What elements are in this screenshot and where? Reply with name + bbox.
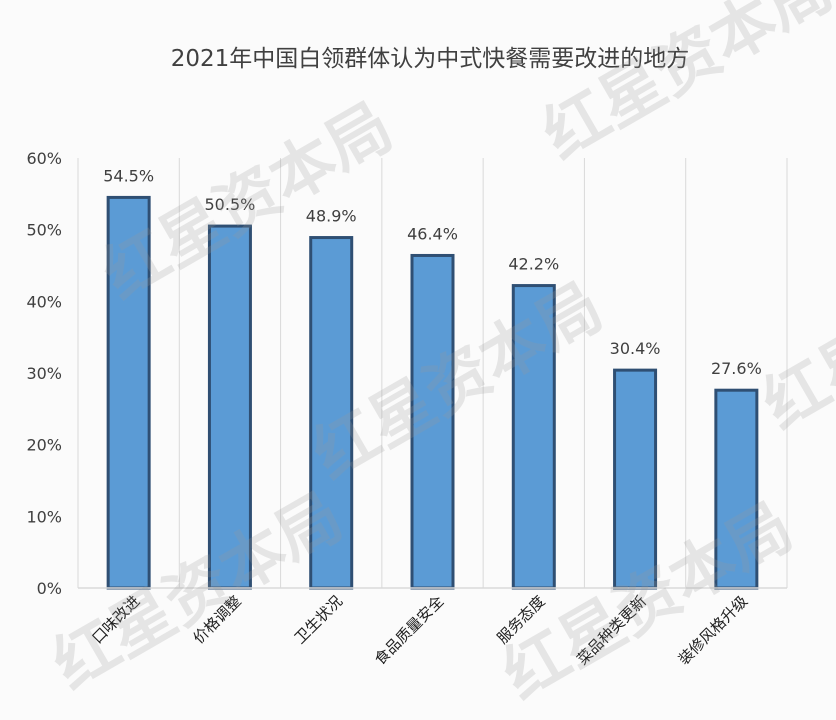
data-labels: 54.5% 50.5% 48.9% 46.4% 42.2% 30.4% 27.6%	[103, 166, 762, 378]
chart-title: 2021年中国白领群体认为中式快餐需要改进的地方	[171, 46, 690, 72]
x-tick-label: 食品质量安全	[371, 592, 447, 668]
data-label: 30.4%	[610, 339, 661, 358]
bars	[106, 195, 759, 590]
bar	[309, 236, 354, 590]
y-tick-label: 60%	[26, 149, 62, 168]
bar	[410, 253, 455, 590]
y-tick-label: 50%	[26, 221, 62, 240]
bar	[207, 224, 252, 590]
bar	[511, 284, 556, 590]
y-axis: 0% 10% 20% 30% 40% 50% 60%	[26, 149, 62, 598]
data-label: 54.5%	[103, 166, 154, 185]
bar	[714, 388, 759, 590]
bar	[613, 368, 658, 590]
bar	[106, 195, 151, 590]
y-tick-label: 10%	[26, 507, 62, 526]
x-tick-label: 卫生状况	[291, 592, 346, 647]
y-tick-label: 40%	[26, 292, 62, 311]
data-label: 48.9%	[306, 207, 357, 226]
data-label: 27.6%	[711, 359, 762, 378]
y-tick-label: 30%	[26, 364, 62, 383]
data-label: 46.4%	[407, 224, 458, 243]
data-label: 42.2%	[508, 255, 559, 274]
data-label: 50.5%	[205, 195, 256, 214]
gridlines	[77, 158, 788, 588]
y-tick-label: 0%	[37, 579, 62, 598]
watermark: 红星资本局	[41, 480, 355, 704]
y-tick-label: 20%	[26, 436, 62, 455]
watermark: 红星资本局	[531, 0, 836, 174]
watermark: 红星资本局	[751, 220, 836, 444]
